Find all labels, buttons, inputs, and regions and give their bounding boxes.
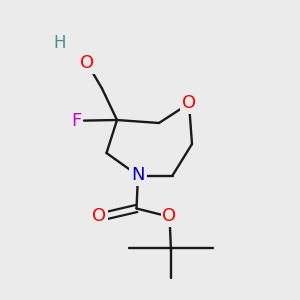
Text: F: F <box>71 112 82 130</box>
Text: O: O <box>182 94 196 112</box>
Text: O: O <box>162 207 177 225</box>
Text: H: H <box>54 34 66 52</box>
Text: O: O <box>92 207 106 225</box>
Text: O: O <box>80 54 94 72</box>
Text: N: N <box>131 167 145 184</box>
